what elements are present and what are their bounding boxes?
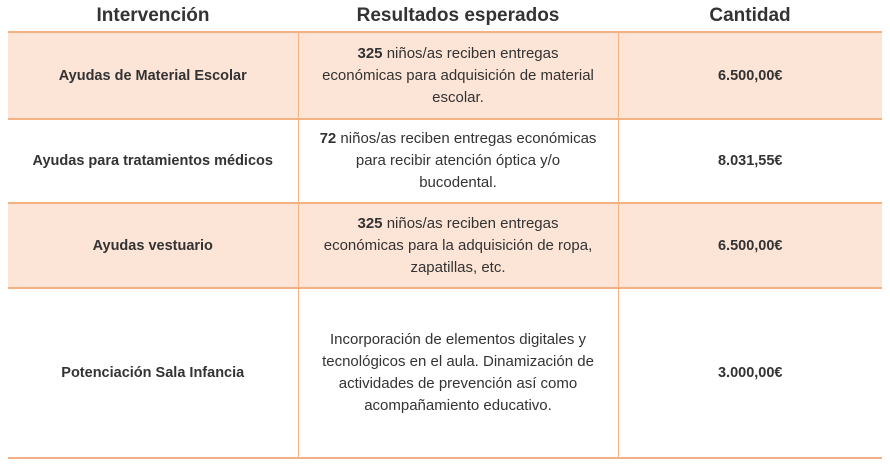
header-resultados: Resultados esperados bbox=[298, 0, 618, 33]
expected-results: Incorporación de elementos digitales y t… bbox=[297, 288, 618, 459]
child-count: 325 bbox=[357, 214, 383, 232]
intervention-name: Ayudas de Material Escolar bbox=[8, 32, 298, 120]
child-count: 325 bbox=[357, 44, 383, 62]
intervention-name: Potenciación Sala Infancia bbox=[8, 288, 298, 459]
table-row: Ayudas de Material Escolar 325 niños/as … bbox=[8, 32, 882, 120]
results-text: Incorporación de elementos digitales y t… bbox=[322, 331, 594, 414]
amount: 3.000,00€ bbox=[617, 288, 882, 459]
header-row: Intervención Resultados esperados Cantid… bbox=[8, 0, 882, 33]
expected-results: 325 niños/as reciben entregas económicas… bbox=[297, 32, 618, 120]
table-row: Potenciación Sala Infancia Incorporación… bbox=[8, 288, 882, 459]
results-text: niños/as reciben entregas económicas par… bbox=[323, 214, 593, 276]
expected-results: 325 niños/as reciben entregas económicas… bbox=[297, 203, 618, 289]
intervention-name: Ayudas para tratamientos médicos bbox=[8, 119, 298, 204]
child-count: 72 bbox=[319, 130, 337, 147]
amount: 6.500,00€ bbox=[617, 203, 882, 289]
results-text: niños/as reciben entregas económicas par… bbox=[322, 44, 594, 106]
header-intervencion: Intervención bbox=[8, 0, 298, 33]
table-row: Ayudas vestuario 325 niños/as reciben en… bbox=[8, 203, 882, 289]
amount: 6.500,00€ bbox=[617, 32, 882, 120]
interventions-table: Intervención Resultados esperados Cantid… bbox=[8, 0, 882, 459]
header-cantidad: Cantidad bbox=[618, 0, 882, 33]
results-text: niños/as reciben entregas económicas par… bbox=[336, 130, 597, 191]
expected-results: 72 niños/as reciben entregas económicas … bbox=[297, 119, 618, 204]
amount: 8.031,55€ bbox=[617, 119, 882, 204]
table-row: Ayudas para tratamientos médicos 72 niño… bbox=[8, 119, 882, 204]
intervention-name: Ayudas vestuario bbox=[8, 203, 298, 289]
